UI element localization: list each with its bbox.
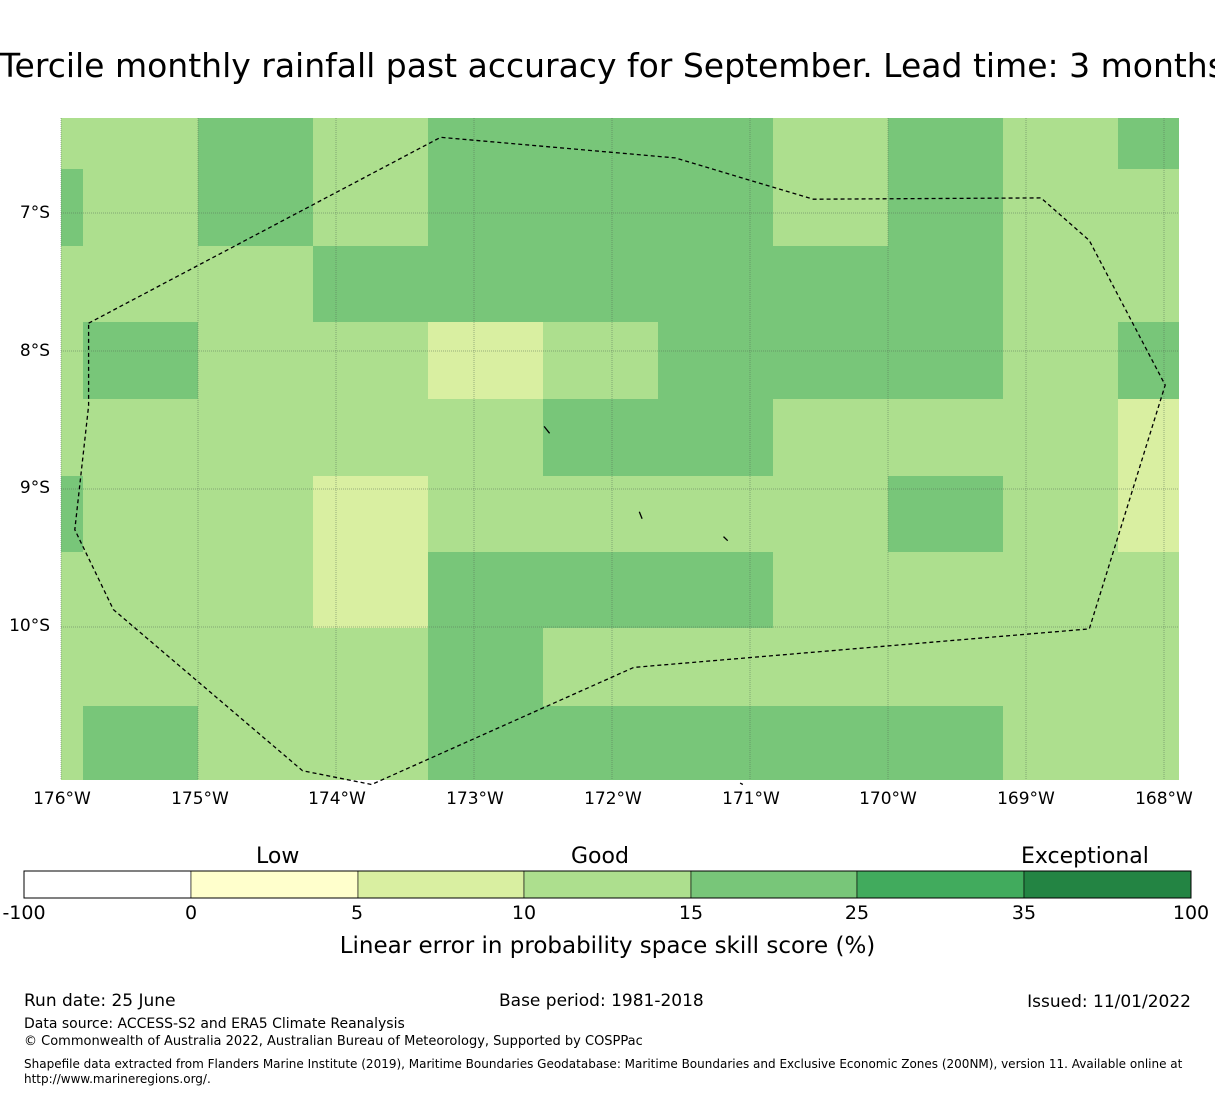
colorbar-segment bbox=[190, 870, 359, 899]
x-tick-label: 171°W bbox=[722, 789, 780, 809]
island bbox=[638, 511, 643, 519]
skill-cell bbox=[61, 476, 83, 552]
colorbar bbox=[23, 870, 1192, 899]
x-tick-label: 174°W bbox=[308, 789, 366, 809]
skill-cell bbox=[428, 628, 543, 706]
skill-cell bbox=[198, 118, 313, 246]
shapefile-note: Shapefile data extracted from Flanders M… bbox=[24, 1057, 1183, 1086]
x-tick-label: 176°W bbox=[33, 789, 91, 809]
island bbox=[739, 782, 744, 786]
colorbar-segment bbox=[523, 870, 692, 899]
graticule bbox=[60, 118, 1179, 780]
skill-cell bbox=[313, 246, 888, 322]
y-tick-label: 7°S bbox=[19, 203, 50, 223]
colorbar-segment bbox=[357, 870, 525, 899]
legend-good-label: Good bbox=[571, 844, 629, 869]
legend-low-label: Low bbox=[256, 844, 300, 869]
colorbar-tick-label: 0 bbox=[184, 902, 198, 924]
skill-cell bbox=[61, 169, 83, 246]
islands bbox=[543, 425, 744, 786]
skill-cell bbox=[428, 552, 773, 628]
x-tick-label: 172°W bbox=[584, 789, 642, 809]
chart-title: Tercile monthly rainfall past accuracy f… bbox=[0, 46, 1215, 85]
legend-exceptional-label: Exceptional bbox=[1021, 844, 1149, 869]
colorbar-tick-label: 15 bbox=[678, 902, 704, 924]
skill-cell bbox=[428, 706, 1003, 780]
skill-cell bbox=[543, 399, 773, 476]
skill-cell bbox=[658, 322, 888, 399]
colorbar-segment bbox=[856, 870, 1025, 899]
colorbar-segment bbox=[1023, 870, 1192, 899]
y-tick-label: 10°S bbox=[9, 616, 50, 636]
colorbar-label: Linear error in probability space skill … bbox=[339, 933, 876, 959]
colorbar-tick-label: 10 bbox=[511, 902, 537, 924]
copyright: © Commonwealth of Australia 2022, Austra… bbox=[24, 1034, 643, 1049]
y-tick-label: 8°S bbox=[19, 341, 50, 361]
skill-cell bbox=[83, 706, 198, 780]
skill-cell bbox=[888, 476, 1003, 552]
colorbar-frame bbox=[23, 870, 1192, 899]
colorbar-segment bbox=[690, 870, 858, 899]
colorbar-tick-label: 5 bbox=[350, 902, 364, 924]
skill-cell bbox=[1118, 322, 1179, 399]
data-source: Data source: ACCESS-S2 and ERA5 Climate … bbox=[24, 1016, 405, 1032]
skill-cell bbox=[428, 322, 543, 399]
skill-cell bbox=[1118, 118, 1179, 169]
colorbar-tick-label: 35 bbox=[1011, 902, 1037, 924]
skill-cell bbox=[313, 476, 428, 628]
skill-cell bbox=[888, 246, 1003, 399]
island bbox=[543, 425, 551, 434]
x-tick-label: 168°W bbox=[1135, 789, 1193, 809]
colorbar-tick-label: 100 bbox=[1172, 902, 1210, 924]
eez-boundary bbox=[74, 136, 1166, 786]
y-tick-label: 9°S bbox=[19, 478, 50, 498]
island bbox=[723, 536, 729, 542]
colorbar-tick-label: 25 bbox=[844, 902, 870, 924]
colorbar-segment bbox=[23, 870, 192, 899]
base-period: Base period: 1981-2018 bbox=[499, 991, 704, 1011]
skill-grid-cells bbox=[61, 118, 1179, 780]
x-tick-label: 170°W bbox=[859, 789, 917, 809]
x-tick-label: 169°W bbox=[997, 789, 1055, 809]
x-tick-label: 173°W bbox=[446, 789, 504, 809]
colorbar-tick-label: -100 bbox=[2, 902, 46, 924]
run-date: Run date: 25 June bbox=[24, 991, 176, 1011]
issued-date: Issued: 11/01/2022 bbox=[1027, 992, 1191, 1012]
skill-cell bbox=[83, 322, 198, 399]
x-tick-label: 175°W bbox=[171, 789, 229, 809]
skill-cell bbox=[1118, 399, 1179, 552]
